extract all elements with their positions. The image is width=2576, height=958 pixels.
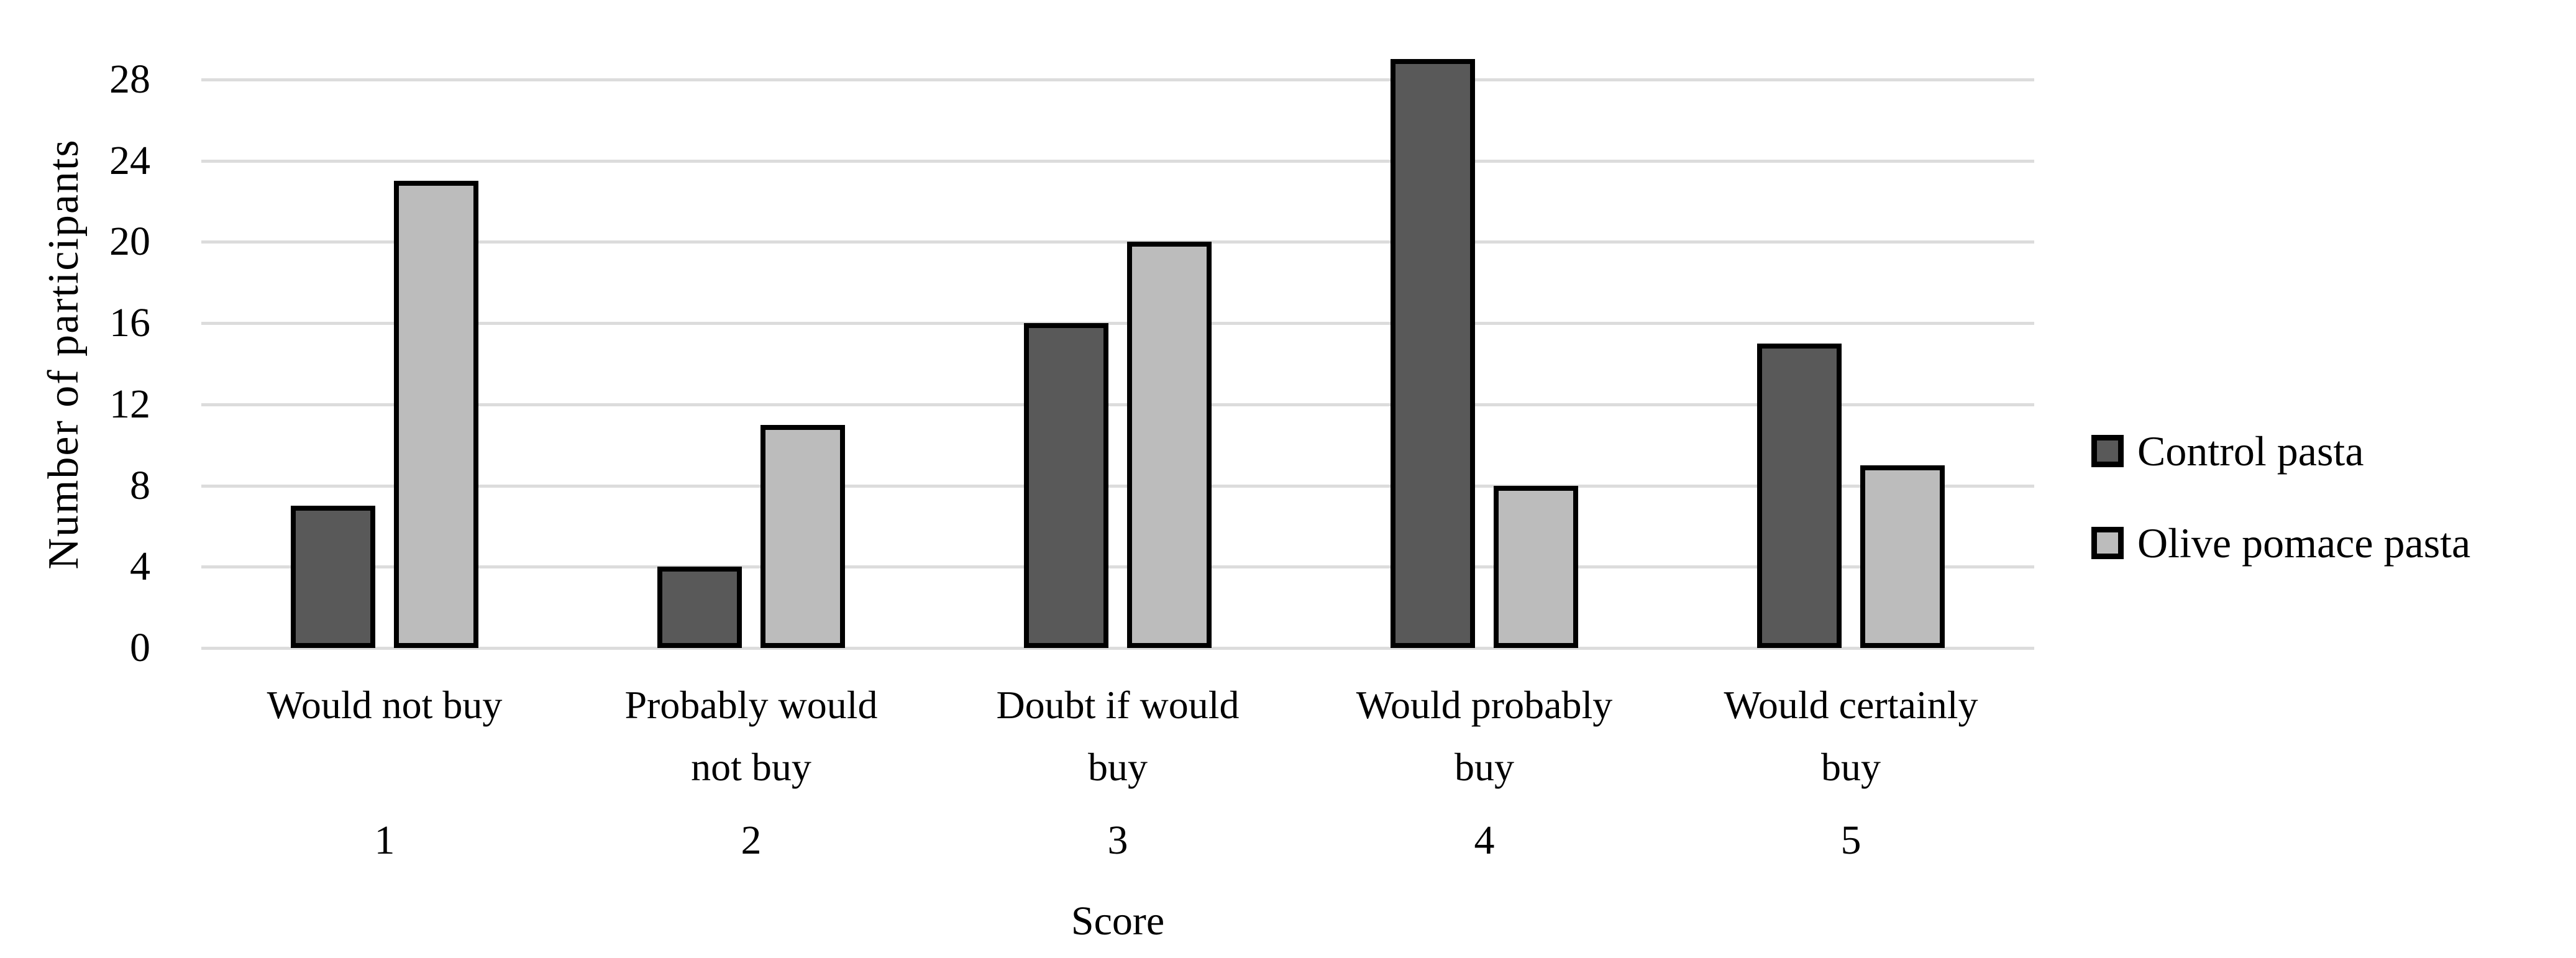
y-tick-label-28: 28: [109, 57, 150, 102]
gridline-y-28: [201, 78, 2034, 81]
category-label-5: Would certainly buy: [1724, 683, 1978, 789]
y-tick-label-20: 20: [109, 219, 150, 265]
x-axis-title: Score: [1071, 898, 1165, 944]
bar-control-pasta-score-4: [1391, 59, 1475, 648]
y-tick-label-12: 12: [109, 381, 150, 427]
legend-item-control-pasta: Control pasta: [2091, 430, 2364, 472]
legend-item-olive-pomace-pasta: Olive pomace pasta: [2091, 522, 2470, 564]
category-label-3: Doubt if would buy: [996, 683, 1240, 789]
legend-label-olive-pomace-pasta: Olive pomace pasta: [2137, 519, 2471, 567]
gridline-y-0: [201, 647, 2034, 650]
legend-label-control-pasta: Control pasta: [2137, 427, 2364, 475]
category-label-4: Would probably buy: [1356, 683, 1613, 789]
gridline-y-16: [201, 322, 2034, 326]
category-label-2: Probably would not buy: [624, 683, 878, 789]
legend-swatch-control-pasta: [2091, 435, 2124, 467]
y-tick-label-0: 0: [130, 625, 150, 670]
bar-control-pasta-score-5: [1757, 343, 1842, 648]
gridline-y-4: [201, 565, 2034, 569]
category-label-1: Would not buy: [267, 683, 503, 727]
score-tick-label-3: 3: [1107, 818, 1128, 863]
bar-olive-pomace-pasta-score-1: [394, 181, 478, 648]
bar-olive-pomace-pasta-score-3: [1127, 242, 1212, 648]
score-tick-label-5: 5: [1840, 818, 1861, 863]
bar-olive-pomace-pasta-score-4: [1494, 485, 1578, 648]
y-tick-label-8: 8: [130, 462, 150, 508]
legend-swatch-olive-pomace-pasta: [2091, 527, 2124, 559]
bar-control-pasta-score-3: [1024, 323, 1108, 648]
bar-olive-pomace-pasta-score-2: [760, 424, 845, 648]
y-tick-label-24: 24: [109, 137, 150, 183]
score-tick-label-1: 1: [374, 818, 395, 863]
gridline-y-12: [201, 403, 2034, 406]
score-tick-label-4: 4: [1474, 818, 1495, 863]
gridline-y-8: [201, 484, 2034, 488]
y-tick-label-4: 4: [130, 544, 150, 590]
bar-olive-pomace-pasta-score-5: [1860, 465, 1945, 648]
gridline-y-24: [201, 159, 2034, 163]
bar-control-pasta-score-2: [657, 567, 742, 648]
bar-control-pasta-score-1: [291, 506, 375, 648]
y-tick-label-16: 16: [109, 300, 150, 346]
score-tick-label-2: 2: [741, 818, 762, 863]
plot-area: [201, 0, 2034, 650]
gridline-y-20: [201, 240, 2034, 244]
